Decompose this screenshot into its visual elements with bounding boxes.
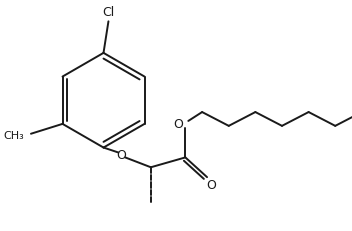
Text: O: O <box>206 179 216 191</box>
Text: CH₃: CH₃ <box>3 131 24 141</box>
Text: O: O <box>116 149 126 162</box>
Text: Cl: Cl <box>102 6 114 19</box>
Text: O: O <box>174 118 183 131</box>
